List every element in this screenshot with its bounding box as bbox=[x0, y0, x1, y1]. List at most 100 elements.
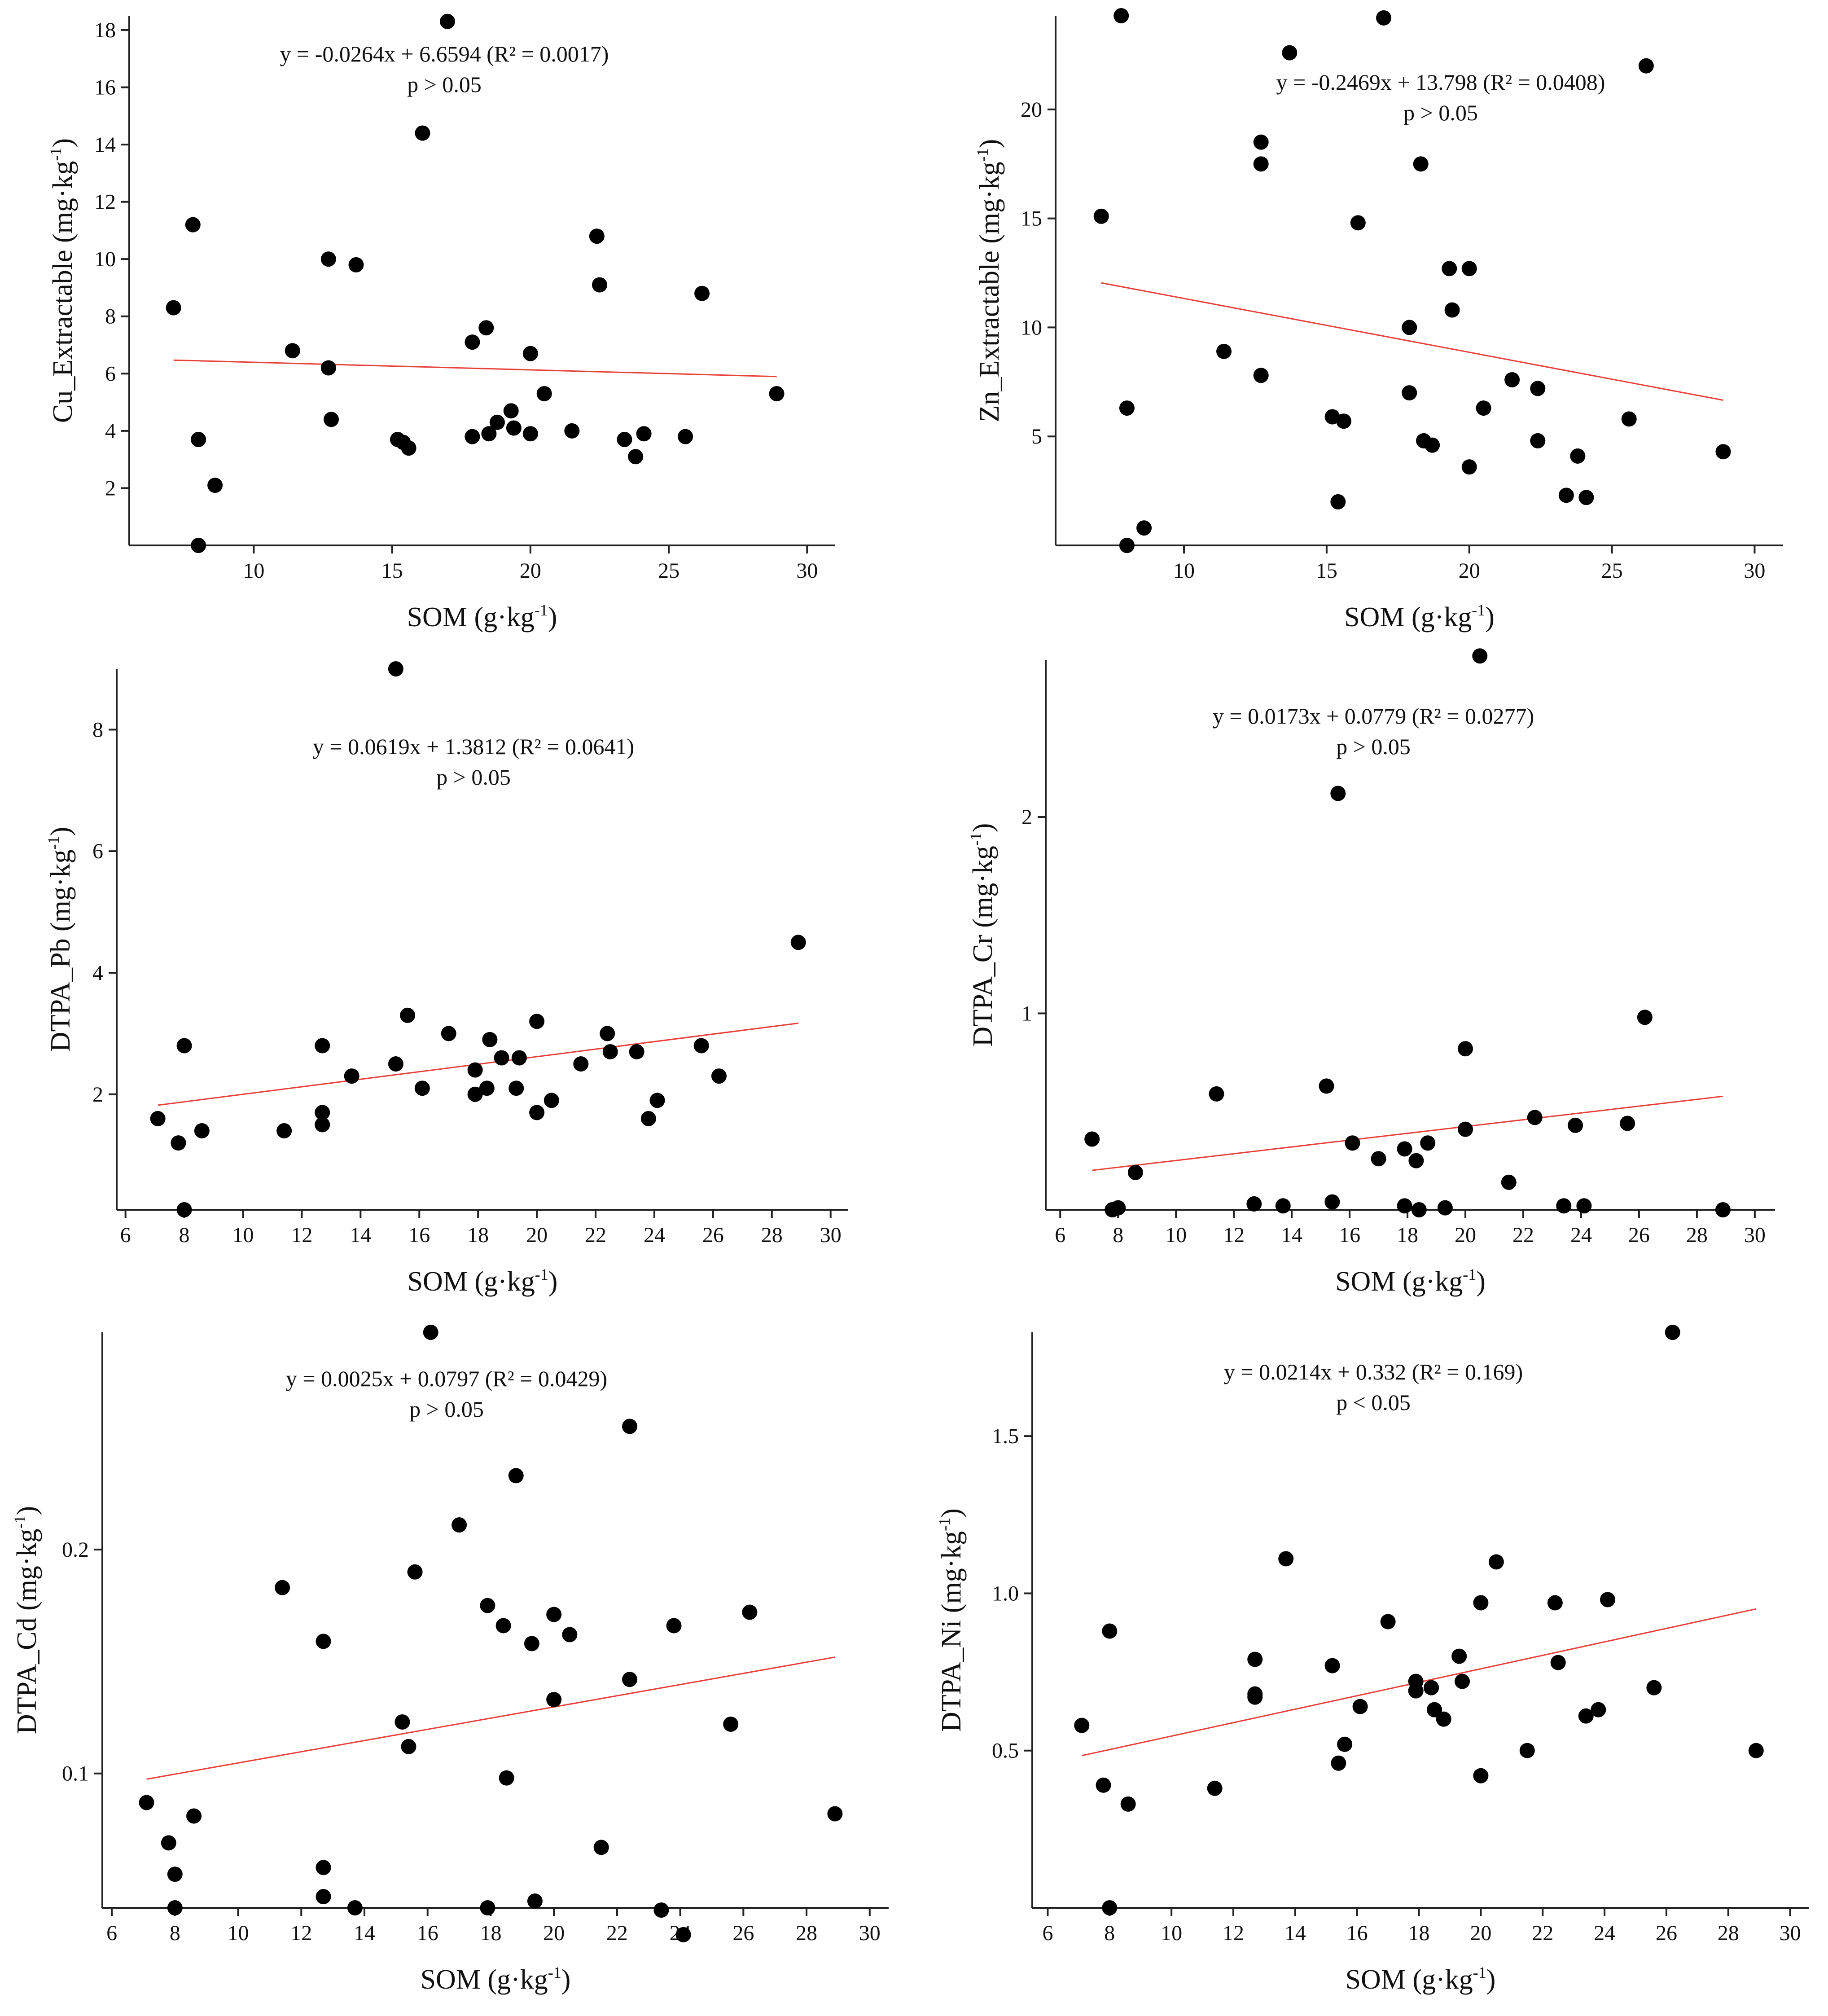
data-point bbox=[522, 426, 538, 442]
y-tick-label: 2 bbox=[1021, 805, 1032, 829]
x-axis-label: SOM (g·kg-1) bbox=[421, 1963, 571, 1995]
data-point bbox=[465, 334, 480, 350]
x-tick-label: 10 bbox=[228, 1921, 249, 1945]
data-point bbox=[524, 1636, 539, 1651]
x-tick-label: 14 bbox=[1281, 1223, 1302, 1247]
x-tick-label: 8 bbox=[179, 1223, 190, 1247]
y-tick-label: 16 bbox=[94, 75, 116, 99]
data-point bbox=[1424, 1680, 1439, 1695]
regression-equation: y = 0.0173x + 0.0779 (R² = 0.0277) bbox=[1213, 703, 1534, 729]
data-point bbox=[1324, 1194, 1340, 1210]
data-point bbox=[1324, 1658, 1340, 1673]
scatter-panel-1: 10 15 20 25 30 2 4 6 8 10 12 14 16 18 y = -0.0264x + 6… bbox=[47, 13, 835, 632]
data-point bbox=[285, 343, 300, 359]
data-point bbox=[499, 1770, 514, 1786]
data-point bbox=[1427, 1702, 1442, 1717]
p-value: p < 0.05 bbox=[1336, 1390, 1411, 1415]
y-tick-label: 1 bbox=[1021, 1002, 1032, 1026]
data-point bbox=[1282, 45, 1298, 61]
data-point bbox=[1275, 1198, 1291, 1214]
data-point bbox=[593, 1840, 609, 1855]
data-point bbox=[1600, 1592, 1615, 1608]
y-axis-label: DTPA_Pb (mg·kg-1) bbox=[44, 827, 76, 1052]
data-point bbox=[161, 1835, 176, 1851]
data-point bbox=[636, 426, 652, 442]
data-point bbox=[1444, 302, 1460, 318]
x-tick-label: 16 bbox=[417, 1921, 438, 1945]
data-point bbox=[1420, 1135, 1436, 1151]
data-point bbox=[573, 1056, 589, 1072]
x-tick-label: 10 bbox=[232, 1223, 254, 1247]
data-point bbox=[315, 1038, 330, 1054]
data-point bbox=[1591, 1702, 1606, 1717]
x-tick-label: 16 bbox=[1346, 1921, 1368, 1945]
x-tick-label: 20 bbox=[543, 1921, 565, 1945]
data-point bbox=[167, 1867, 183, 1882]
data-point bbox=[723, 1716, 739, 1732]
data-point bbox=[564, 423, 580, 439]
x-tick-label: 25 bbox=[1601, 559, 1623, 583]
p-value: p > 0.05 bbox=[407, 72, 482, 97]
data-point bbox=[395, 1714, 410, 1730]
data-point bbox=[1352, 1699, 1368, 1714]
y-tick-label: 10 bbox=[94, 247, 116, 271]
x-tick-label: 6 bbox=[120, 1223, 131, 1247]
x-tick-label: 18 bbox=[1408, 1921, 1430, 1945]
x-tick-label: 24 bbox=[1594, 1921, 1615, 1945]
x-tick-label: 16 bbox=[408, 1223, 430, 1247]
x-tick-label: 26 bbox=[732, 1921, 754, 1945]
data-point bbox=[1425, 437, 1440, 453]
x-tick-label: 24 bbox=[1570, 1223, 1592, 1247]
data-point bbox=[653, 1902, 669, 1918]
data-point bbox=[1715, 444, 1731, 460]
data-point bbox=[1376, 10, 1392, 26]
data-point bbox=[482, 1032, 498, 1047]
data-point bbox=[1093, 208, 1109, 224]
regression-equation: y = -0.0264x + 6.6594 (R² = 0.0017) bbox=[280, 41, 609, 66]
data-point bbox=[348, 257, 364, 272]
y-tick-label: 1.0 bbox=[992, 1581, 1019, 1605]
data-point bbox=[522, 346, 538, 361]
data-point bbox=[1397, 1141, 1412, 1157]
data-point bbox=[1501, 1174, 1517, 1190]
data-point bbox=[207, 478, 223, 493]
data-point bbox=[1336, 413, 1352, 429]
x-tick-label: 30 bbox=[859, 1921, 881, 1945]
regression-equation: y = 0.0025x + 0.0797 (R² = 0.0429) bbox=[286, 1366, 607, 1391]
data-point bbox=[1330, 494, 1346, 509]
data-point bbox=[1074, 1717, 1090, 1733]
data-point bbox=[489, 414, 505, 430]
data-point bbox=[527, 1893, 543, 1909]
data-point bbox=[316, 1889, 331, 1905]
data-point bbox=[1568, 1117, 1583, 1133]
data-point bbox=[479, 1080, 495, 1096]
y-tick-label: 4 bbox=[105, 419, 116, 443]
x-tick-label: 20 bbox=[526, 1223, 548, 1247]
data-point bbox=[508, 1468, 524, 1484]
data-point bbox=[1119, 400, 1135, 416]
data-point bbox=[176, 1202, 192, 1217]
data-point bbox=[629, 1044, 644, 1059]
x-tick-label: 15 bbox=[1316, 559, 1337, 583]
data-point bbox=[693, 1038, 709, 1054]
data-point bbox=[1527, 1110, 1543, 1125]
y-tick-label: 4 bbox=[92, 961, 103, 985]
data-point bbox=[1408, 1683, 1424, 1699]
data-point bbox=[1278, 1551, 1294, 1567]
p-value: p > 0.05 bbox=[436, 764, 511, 790]
data-point bbox=[742, 1604, 758, 1620]
x-tick-label: 30 bbox=[796, 559, 818, 583]
y-axis-label: Zn_Extractable (mg·kg-1) bbox=[973, 139, 1005, 422]
data-point bbox=[546, 1692, 562, 1708]
data-point bbox=[600, 1026, 615, 1041]
y-axis-label: DTPA_Cd (mg·kg-1) bbox=[11, 1506, 42, 1734]
data-point bbox=[275, 1580, 290, 1595]
data-point bbox=[1638, 58, 1654, 74]
data-point bbox=[1556, 1198, 1572, 1214]
p-value: p > 0.05 bbox=[1336, 734, 1411, 759]
y-axis-label: DTPA_Cr (mg·kg-1) bbox=[967, 823, 998, 1047]
x-tick-label: 26 bbox=[1628, 1223, 1650, 1247]
x-tick-label: 26 bbox=[702, 1223, 724, 1247]
